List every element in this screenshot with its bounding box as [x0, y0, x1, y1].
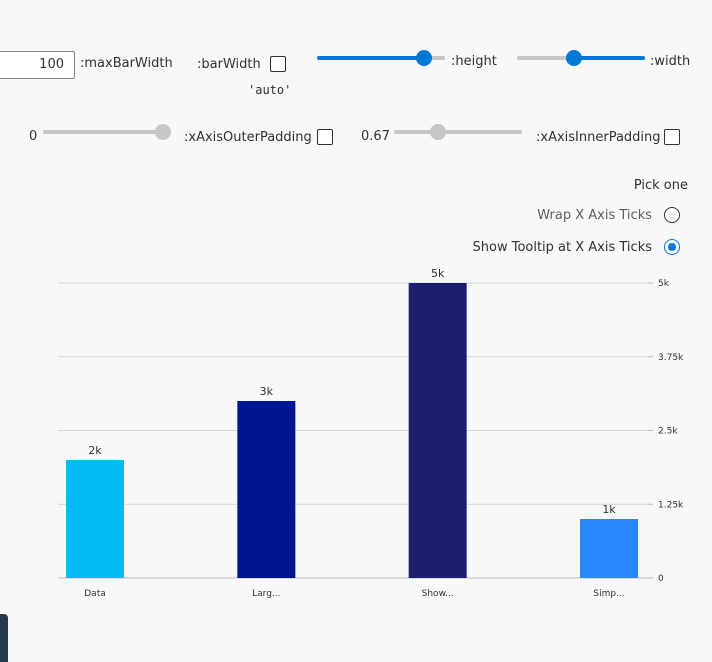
bar-data-label: 5k — [431, 267, 445, 280]
x-tick-label: Simp... — [593, 589, 624, 599]
x-axis-outer-padding-checkbox[interactable] — [317, 129, 333, 145]
x-axis-outer-padding-label: :xAxisOuterPadding — [184, 130, 312, 145]
width-slider-fill — [574, 56, 645, 60]
bar-chart: 0 1.25k 2.5k 3.75k 5k 2k Data 3k Larg... 5k Show..… — [58, 267, 684, 599]
radio-label: Wrap X Axis Ticks — [537, 208, 652, 223]
bar — [237, 401, 296, 578]
bar — [66, 460, 124, 578]
corner-panel-edge — [0, 614, 8, 662]
bar-width-checkbox[interactable] — [270, 56, 286, 72]
outer-padding-thumb[interactable] — [155, 124, 171, 140]
x-axis-inner-padding-label: :xAxisInnerPadding — [536, 130, 661, 145]
width-label: :width — [650, 54, 691, 69]
height-slider-thumb[interactable] — [416, 50, 432, 66]
inner-padding-track — [394, 130, 522, 134]
x-axis-inner-padding-value: 0.67 — [361, 129, 390, 144]
x-axis-inner-padding-slider[interactable] — [394, 123, 522, 143]
y-tick-label: 0 — [658, 574, 664, 584]
height-slider-fill — [317, 56, 424, 60]
x-tick-label: Larg... — [252, 589, 280, 599]
radio-button-selected[interactable] — [664, 239, 680, 255]
bar — [580, 519, 638, 578]
bar-data-label: 2k — [88, 444, 102, 457]
bar-width-value: 'auto' — [248, 83, 292, 97]
bar-data-label: 3k — [260, 385, 274, 398]
x-axis-outer-padding-value: 0 — [29, 129, 38, 144]
x-axis-inner-padding-checkbox[interactable] — [664, 129, 680, 145]
max-bar-width-input[interactable]: 100 — [0, 51, 75, 79]
width-slider-thumb[interactable] — [566, 50, 582, 66]
width-slider[interactable] — [517, 48, 645, 68]
max-bar-width-label: :maxBarWidth — [80, 56, 173, 71]
radio-label: Show Tooltip at X Axis Ticks — [472, 240, 653, 255]
y-tick-label: 3.75k — [658, 353, 684, 363]
x-axis-outer-padding-slider[interactable] — [43, 123, 171, 143]
inner-padding-thumb[interactable] — [430, 124, 446, 140]
pick-one-label: Pick one — [633, 178, 688, 193]
bar-data-label: 1k — [602, 503, 616, 516]
y-tick-label: 5k — [658, 279, 670, 289]
bar-width-label: :barWidth — [197, 57, 261, 72]
y-tick-label: 1.25k — [658, 500, 684, 510]
bar — [408, 283, 467, 578]
outer-padding-track — [43, 130, 171, 134]
radio-button[interactable] — [664, 207, 680, 223]
radio-selected-dot — [668, 243, 676, 251]
y-tick-label: 2.5k — [658, 427, 678, 437]
x-tick-label: Show... — [422, 589, 454, 599]
height-slider[interactable] — [317, 48, 445, 68]
x-tick-label: Data — [84, 589, 106, 599]
height-label: :height — [451, 54, 497, 69]
